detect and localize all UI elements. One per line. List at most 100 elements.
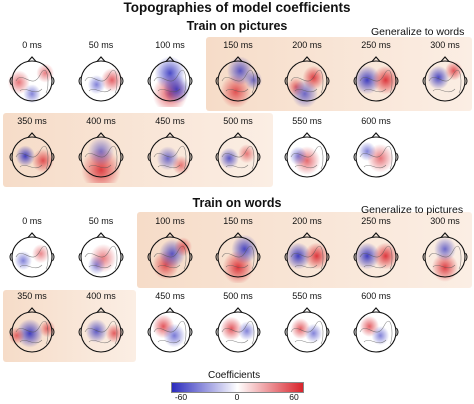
time-label: 0 ms: [22, 40, 42, 50]
ear-marker: [215, 327, 218, 337]
ear-marker: [258, 152, 261, 162]
ear-marker: [284, 327, 287, 337]
head-outline: [149, 311, 191, 353]
activation-blob: [358, 141, 376, 161]
contour-line: [359, 69, 393, 94]
head-outline: [149, 60, 191, 102]
ear-marker: [121, 327, 124, 337]
ear-marker: [78, 327, 81, 337]
time-label: 400 ms: [86, 116, 116, 126]
ear-marker: [190, 76, 193, 86]
ear-marker: [284, 252, 287, 262]
ear-marker: [52, 76, 55, 86]
nose-marker: [302, 132, 312, 138]
topomap: [284, 232, 330, 278]
time-label: 500 ms: [223, 116, 253, 126]
head-outline: [80, 311, 122, 353]
contour-line: [15, 145, 49, 170]
ear-marker: [52, 152, 55, 162]
ear-marker: [52, 327, 55, 337]
contour-line: [153, 320, 187, 345]
ear-marker: [190, 252, 193, 262]
topomap: [284, 307, 330, 353]
head-outline: [149, 136, 191, 178]
activation-blob: [32, 148, 54, 173]
topomap: [147, 132, 193, 178]
activation-blob: [85, 319, 108, 343]
activation-blob: [174, 237, 192, 257]
activation-blob: [427, 65, 450, 90]
topomap: [215, 56, 263, 107]
ear-marker: [9, 76, 12, 86]
topomap: [78, 56, 124, 102]
nose-marker: [165, 56, 175, 62]
head-outline: [217, 136, 259, 178]
head-outline: [217, 311, 259, 353]
time-label: 250 ms: [361, 216, 391, 226]
head-outline: [424, 236, 466, 278]
head-outline: [355, 236, 397, 278]
topomap: [284, 56, 330, 107]
time-label: 300 ms: [430, 40, 460, 50]
nose-marker: [371, 56, 381, 62]
contour-line: [428, 69, 462, 94]
activation-blob: [219, 147, 239, 169]
activation-blob: [15, 145, 36, 167]
nose-marker: [233, 307, 243, 313]
nose-marker: [440, 232, 450, 238]
activation-blob: [39, 320, 56, 338]
contour-line: [359, 245, 393, 270]
contour-line: [221, 320, 255, 345]
time-label: 100 ms: [155, 216, 185, 226]
time-label: 150 ms: [223, 40, 253, 50]
ear-marker: [327, 76, 330, 86]
head-outline: [286, 60, 328, 102]
ear-marker: [190, 327, 193, 337]
nose-marker: [27, 307, 37, 313]
nose-marker: [233, 232, 243, 238]
nose-marker: [440, 56, 450, 62]
ear-marker: [215, 252, 218, 262]
ear-marker: [258, 76, 261, 86]
topomap: [9, 132, 55, 178]
topomap: [147, 307, 193, 353]
activation-blob: [434, 237, 456, 262]
ear-marker: [396, 152, 399, 162]
head-outline: [217, 60, 259, 102]
nose-marker: [165, 132, 175, 138]
nose-marker: [302, 56, 312, 62]
activation-blob: [372, 65, 399, 95]
head-outline: [424, 60, 466, 102]
ear-marker: [396, 327, 399, 337]
time-label: 400 ms: [86, 291, 116, 301]
topomap: [353, 56, 399, 102]
topomap: [78, 307, 124, 353]
ear-marker: [78, 252, 81, 262]
ear-marker: [9, 252, 12, 262]
topomap: [422, 56, 468, 102]
contour-line: [84, 69, 118, 94]
ear-marker: [327, 252, 330, 262]
head-outline: [11, 311, 53, 353]
activation-blob: [87, 137, 115, 166]
topomap: [353, 132, 399, 178]
ear-marker: [215, 152, 218, 162]
colorbar: [171, 382, 304, 393]
time-label: 150 ms: [223, 216, 253, 226]
topomap: [9, 232, 55, 278]
topomap: [422, 232, 468, 282]
activation-blob: [304, 323, 323, 343]
ear-marker: [258, 252, 261, 262]
ear-marker: [9, 327, 12, 337]
ear-marker: [147, 327, 150, 337]
head-outline: [11, 236, 53, 278]
activation-blob: [371, 326, 390, 346]
ear-marker: [284, 76, 287, 86]
ear-marker: [52, 252, 55, 262]
contour-line: [359, 145, 393, 170]
contour-line: [359, 320, 393, 345]
nose-marker: [371, 132, 381, 138]
activation-blob: [101, 68, 123, 92]
ear-marker: [327, 152, 330, 162]
contour-line: [290, 145, 324, 170]
